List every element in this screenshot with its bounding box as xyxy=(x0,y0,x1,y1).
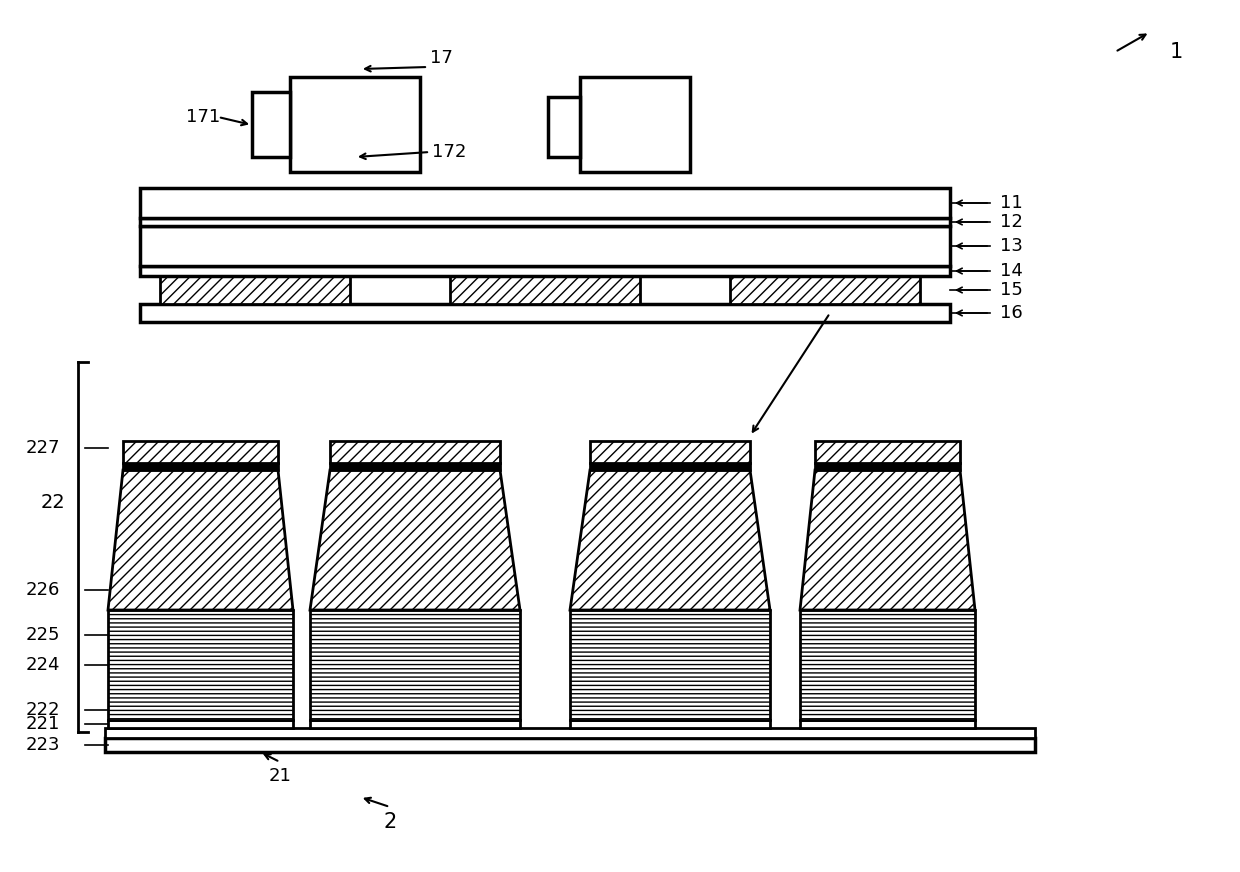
Text: 13: 13 xyxy=(999,237,1023,255)
Bar xyxy=(140,226,950,266)
Text: 12: 12 xyxy=(999,213,1023,231)
Bar xyxy=(105,738,1035,752)
Text: 171: 171 xyxy=(186,108,219,126)
Bar xyxy=(310,720,520,728)
Bar xyxy=(590,463,750,470)
Bar xyxy=(815,441,960,463)
Bar xyxy=(310,610,520,720)
Text: 2: 2 xyxy=(383,812,397,832)
Text: 227: 227 xyxy=(26,439,60,457)
Bar xyxy=(548,97,580,157)
Bar xyxy=(800,720,975,728)
Polygon shape xyxy=(800,470,975,610)
Bar xyxy=(450,276,640,304)
Bar xyxy=(330,441,500,463)
Text: 223: 223 xyxy=(26,736,60,754)
Text: 16: 16 xyxy=(999,304,1023,322)
Bar xyxy=(580,77,689,172)
Text: 172: 172 xyxy=(432,143,466,161)
Polygon shape xyxy=(310,470,520,610)
Bar xyxy=(570,610,770,720)
Bar xyxy=(290,77,420,172)
Bar xyxy=(140,304,950,322)
Bar xyxy=(123,463,278,470)
Text: 225: 225 xyxy=(26,626,60,644)
Text: 14: 14 xyxy=(999,262,1023,280)
Bar xyxy=(105,728,1035,738)
Bar xyxy=(108,610,293,720)
Bar xyxy=(252,92,290,157)
Text: 11: 11 xyxy=(999,194,1023,212)
Polygon shape xyxy=(108,470,293,610)
Text: 15: 15 xyxy=(999,281,1023,299)
Text: 221: 221 xyxy=(26,715,60,733)
Bar xyxy=(140,218,950,226)
Bar xyxy=(140,266,950,276)
Bar xyxy=(160,276,350,304)
Bar xyxy=(330,463,500,470)
Bar xyxy=(800,610,975,720)
Text: 1: 1 xyxy=(1171,42,1183,62)
Bar xyxy=(570,720,770,728)
Text: 21: 21 xyxy=(269,767,291,785)
Bar xyxy=(730,276,920,304)
Text: 222: 222 xyxy=(26,701,60,719)
Text: 22: 22 xyxy=(40,493,64,512)
Text: 224: 224 xyxy=(26,656,60,674)
Bar xyxy=(815,463,960,470)
Bar xyxy=(140,188,950,218)
Bar xyxy=(123,441,278,463)
Text: 226: 226 xyxy=(26,581,60,599)
Text: 17: 17 xyxy=(430,49,453,67)
Bar xyxy=(590,441,750,463)
Bar xyxy=(108,720,293,728)
Polygon shape xyxy=(570,470,770,610)
